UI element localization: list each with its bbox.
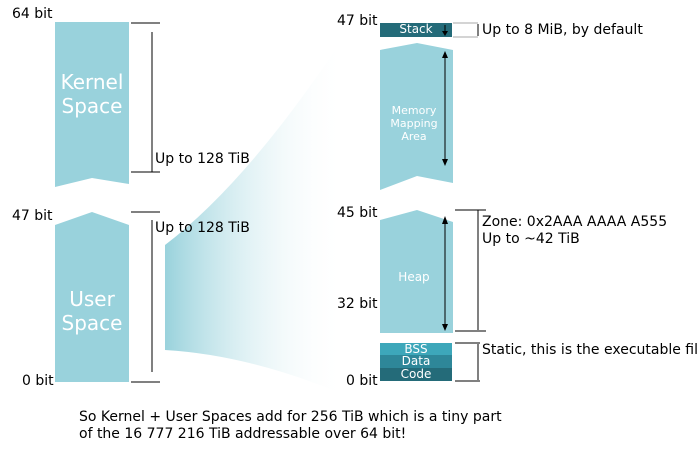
caption-line1: So Kernel + User Spaces add for 256 TiB …: [79, 409, 502, 425]
zoom-fan: [165, 35, 345, 395]
heap-top-bit-label: 45 bit: [337, 205, 378, 221]
bss-label: BSS: [404, 342, 428, 356]
kernel-space-block: [55, 22, 129, 187]
mmap-label: Memory Mapping Area: [380, 104, 448, 143]
user-bottom-bit-label: 0 bit: [22, 373, 54, 389]
mmap-arrow-head-up: [442, 51, 448, 58]
user-size-note: Up to 128 TiB: [155, 220, 250, 236]
stack-size-note: Up to 8 MiB, by default: [482, 22, 643, 38]
caption-line2: of the 16 777 216 TiB addressable over 6…: [79, 426, 407, 442]
heap-size-note: Up to ~42 TiB: [482, 231, 580, 247]
kernel-space-label-line2: Space: [61, 94, 123, 118]
static-note: Static, this is the executable file: [482, 342, 698, 358]
mmap-label-line1: Memory: [391, 104, 437, 117]
kernel-size-note: Up to 128 TiB: [155, 151, 250, 167]
right-top-bit-label: 47 bit: [337, 13, 378, 29]
code-block: [380, 368, 452, 381]
stack-label: Stack: [399, 22, 433, 36]
user-space-block: [55, 212, 129, 382]
heap-mid-bit-label: 32 bit: [337, 296, 378, 312]
user-space-label: User Space: [55, 287, 129, 335]
code-label: Code: [400, 367, 432, 381]
mmap-arrow-head-down: [442, 159, 448, 166]
heap-block: [380, 210, 453, 333]
user-space-label-line2: Space: [61, 311, 123, 335]
stack-block: [380, 23, 452, 37]
static-bottom-bit-label: 0 bit: [346, 373, 378, 389]
user-top-bit-label: 47 bit: [12, 208, 53, 224]
heap-arrow-head-up: [442, 216, 448, 224]
data-label: Data: [401, 354, 431, 368]
kernel-space-label-line1: Kernel: [60, 70, 124, 94]
heap-arrow-head-down: [442, 324, 448, 331]
mmap-label-line2: Mapping: [390, 117, 438, 130]
bss-block: [380, 343, 452, 355]
stack-arrow-head: [442, 31, 448, 36]
user-space-label-line1: User: [69, 287, 115, 311]
heap-label: Heap: [398, 270, 430, 284]
mmap-block: [380, 43, 453, 190]
heap-zone-note: Zone: 0x2AAA AAAA A555: [482, 214, 668, 230]
kernel-space-label: Kernel Space: [55, 70, 129, 118]
mmap-label-line3: Area: [401, 130, 427, 143]
data-block: [380, 355, 452, 368]
kernel-top-bit-label: 64 bit: [12, 6, 53, 22]
